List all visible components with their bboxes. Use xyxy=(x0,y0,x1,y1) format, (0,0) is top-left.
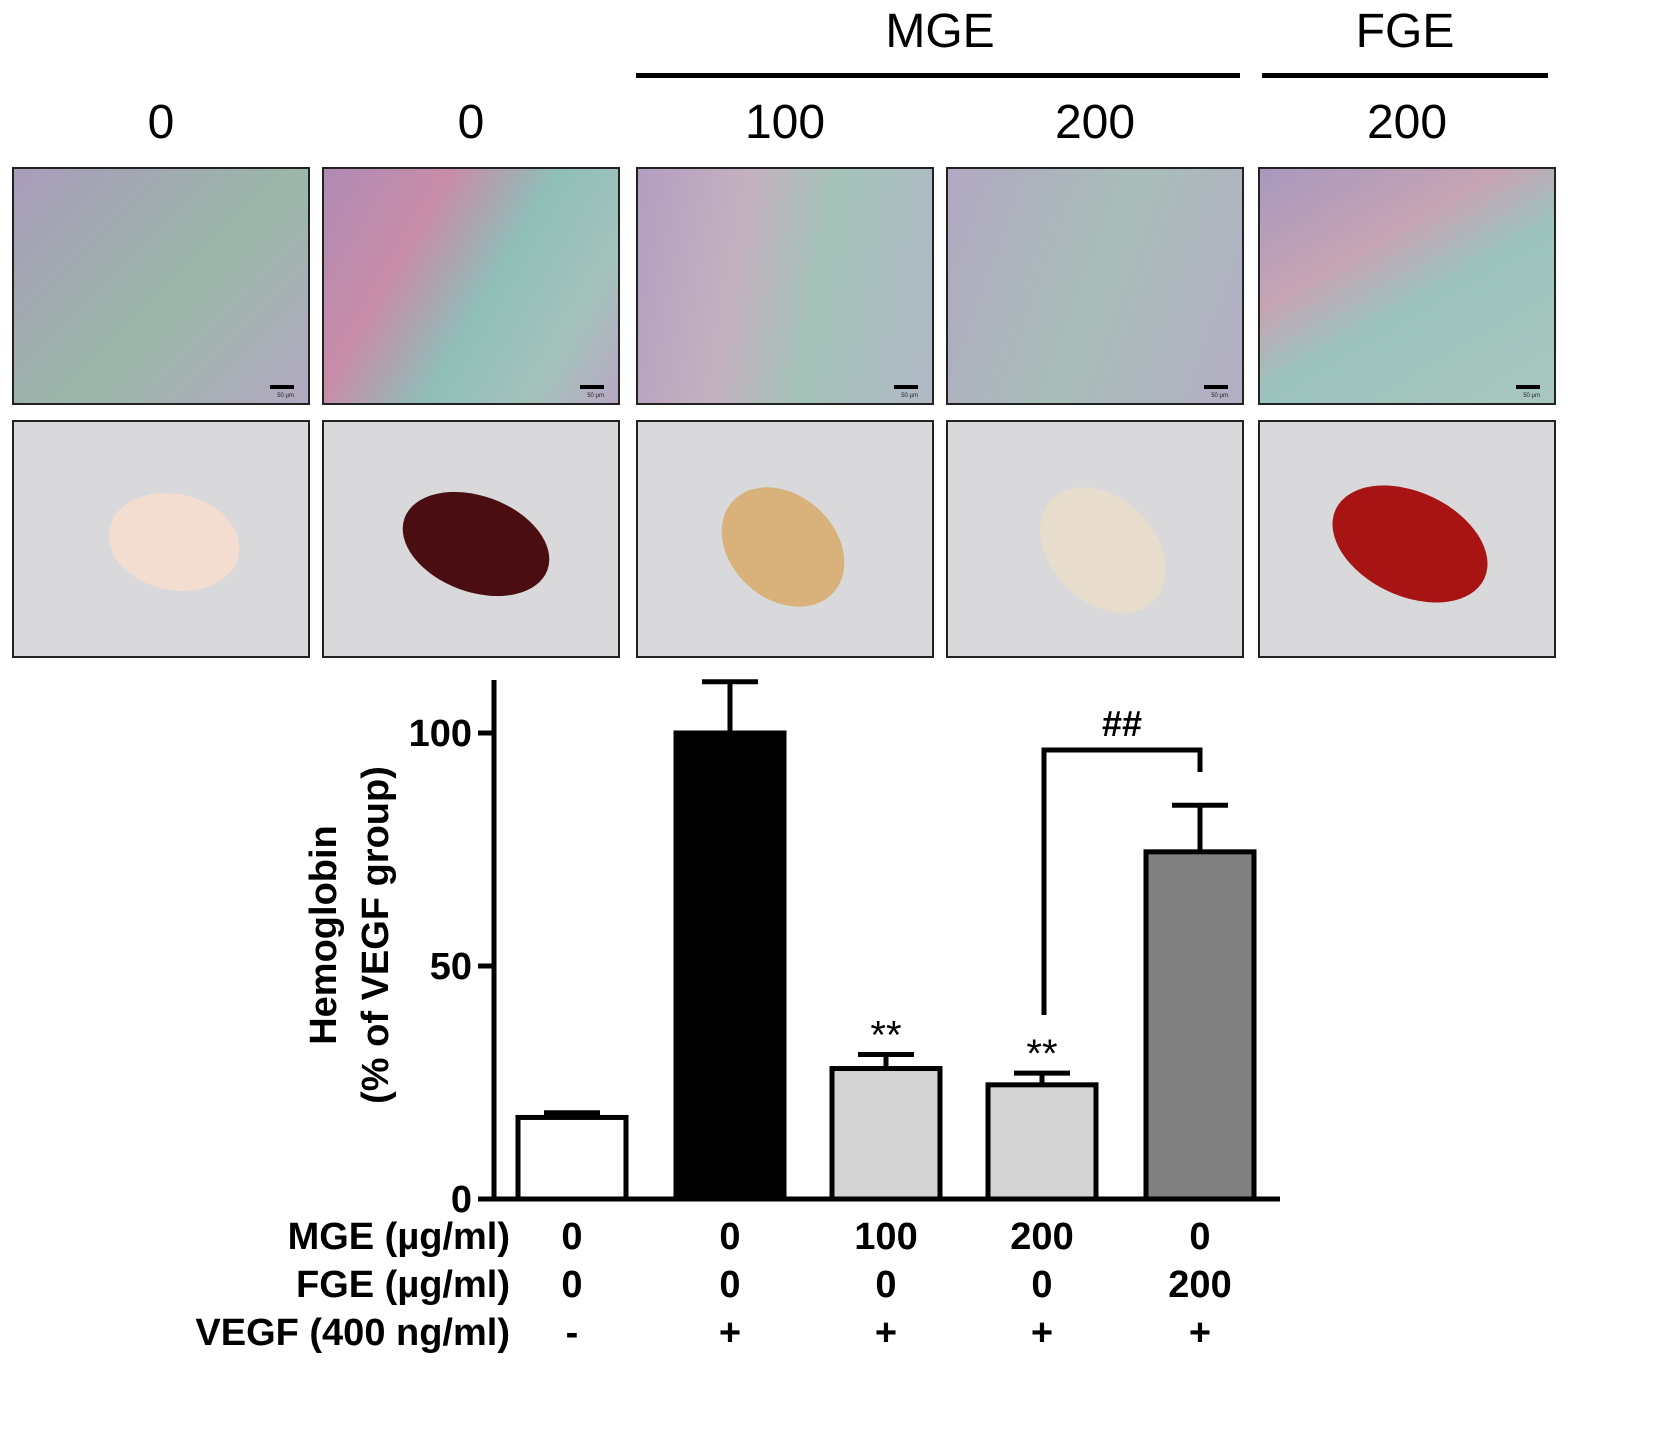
scale-bar xyxy=(1516,385,1540,389)
condition-cell: 100 xyxy=(854,1216,918,1258)
condition-cell: 0 xyxy=(561,1216,583,1258)
plug-shape xyxy=(1040,487,1166,613)
plug-shape xyxy=(402,491,550,597)
plug-shape xyxy=(721,487,845,607)
dose-label-2: 0 xyxy=(457,96,485,149)
significance-marker: ** xyxy=(1026,1032,1057,1076)
condition-row-label: MGE (µg/ml) xyxy=(287,1216,510,1258)
histology-panel-5: 50 µm xyxy=(1258,167,1556,405)
plug-2 xyxy=(402,491,550,597)
plug-photo-1 xyxy=(12,420,310,658)
condition-cell: 0 xyxy=(1189,1216,1211,1258)
group-line-mge xyxy=(636,73,1240,78)
y-axis-label: Hemoglobin xyxy=(303,825,345,1045)
condition-row-label: VEGF (400 ng/ml) xyxy=(195,1312,510,1354)
plug-5 xyxy=(1332,485,1488,603)
y-tick-label: 100 xyxy=(409,713,472,755)
condition-cell: + xyxy=(718,1312,742,1354)
y-axis-label: (% of VEGF group) xyxy=(355,766,397,1104)
bar xyxy=(985,1082,1099,1202)
scale-bar-label: 50 µm xyxy=(587,393,604,399)
dose-label-4: 200 xyxy=(1054,96,1136,149)
y-tick-label: 0 xyxy=(451,1179,472,1220)
condition-cell: 0 xyxy=(719,1216,741,1258)
scale-bar-label: 50 µm xyxy=(277,393,294,399)
condition-cell: 0 xyxy=(875,1264,897,1306)
plug-photo-5 xyxy=(1258,420,1556,658)
plug-photo-4 xyxy=(946,420,1244,658)
scale-bar xyxy=(1204,385,1228,389)
scale-bar xyxy=(894,385,918,389)
scale-bar xyxy=(580,385,604,389)
bar xyxy=(673,730,787,1202)
bracket-label: ## xyxy=(1102,703,1142,744)
plug-photo-3 xyxy=(636,420,934,658)
condition-cell: - xyxy=(565,1312,579,1354)
dose-label-5: 200 xyxy=(1366,96,1448,149)
condition-cell: + xyxy=(1188,1312,1212,1354)
condition-cell: 0 xyxy=(1031,1264,1053,1306)
dose-label-1: 0 xyxy=(147,96,175,149)
group-label-fge: FGE xyxy=(1355,5,1455,58)
histology-panel-3: 50 µm xyxy=(636,167,934,405)
bar xyxy=(1143,849,1257,1202)
significance-marker: ** xyxy=(870,1014,901,1058)
plug-4 xyxy=(1040,487,1166,613)
group-line-fge xyxy=(1262,73,1548,78)
plug-photo-2 xyxy=(322,420,620,658)
y-tick-label: 50 xyxy=(430,946,472,988)
histology-panel-1: 50 µm xyxy=(12,167,310,405)
scale-bar-label: 50 µm xyxy=(1211,393,1228,399)
bar xyxy=(829,1066,943,1202)
condition-cell: 200 xyxy=(1010,1216,1074,1258)
scale-bar xyxy=(270,385,294,389)
histology-panel-4: 50 µm xyxy=(946,167,1244,405)
histology-panel-2: 50 µm xyxy=(322,167,620,405)
dose-label-3: 100 xyxy=(744,96,826,149)
condition-cell: 0 xyxy=(719,1264,741,1306)
condition-cell: 0 xyxy=(561,1264,583,1306)
bar xyxy=(515,1114,629,1202)
scale-bar-label: 50 µm xyxy=(1523,393,1540,399)
significance-bracket xyxy=(1041,747,1203,1015)
scale-bar-label: 50 µm xyxy=(901,393,918,399)
condition-cell: + xyxy=(1030,1312,1054,1354)
plug-3 xyxy=(721,487,845,607)
group-label-mge: MGE xyxy=(885,5,995,58)
plug-shape xyxy=(1332,485,1488,603)
plug-1 xyxy=(108,493,240,591)
condition-cell: + xyxy=(874,1312,898,1354)
condition-row-label: FGE (µg/ml) xyxy=(296,1264,510,1306)
condition-cell: 200 xyxy=(1168,1264,1232,1306)
hemoglobin-bar-chart: 0 50 100 Hemoglobin (% of VEGF group) ** ** ## xyxy=(303,679,1280,1220)
plug-shape xyxy=(108,493,240,591)
